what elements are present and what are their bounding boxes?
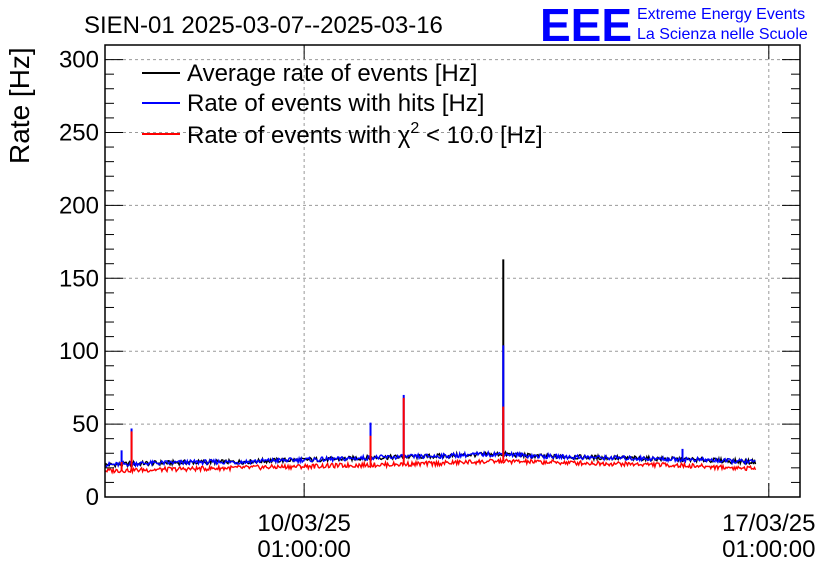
y-tick-label: 150 [59, 265, 99, 292]
y-tick-label: 250 [59, 119, 99, 146]
x-tick-label-date: 10/03/25 [257, 510, 350, 537]
y-tick-label: 50 [72, 411, 99, 438]
plot-frame [104, 44, 801, 498]
y-tick-label: 100 [59, 338, 99, 365]
y-tick-label: 300 [59, 47, 99, 74]
series-layer [104, 259, 757, 475]
tick-labels: 05010015020025030010/03/2501:00:0017/03/… [59, 47, 816, 563]
y-tick-label: 0 [86, 484, 99, 511]
logo-line-2: La Scienza nelle Scuole [637, 26, 808, 43]
logo-line-1: Extreme Energy Events [637, 6, 805, 23]
series-line [104, 456, 757, 475]
legend-label-hits: Rate of events with hits [Hz] [187, 90, 484, 117]
legend-label-average: Average rate of events [Hz] [187, 60, 477, 87]
legend-label-chi2: Rate of events with χ2 < 10.0 [Hz] [187, 120, 543, 149]
axes-frame [104, 44, 801, 498]
x-tick-label-time: 01:00:00 [257, 536, 350, 563]
y-tick-label: 200 [59, 192, 99, 219]
legend: Average rate of events [Hz] Rate of even… [142, 60, 543, 149]
x-tick-label-date: 17/03/25 [722, 510, 815, 537]
y-axis-title: Rate [Hz] [4, 47, 35, 164]
logo-mark: EEE [540, 0, 632, 51]
chart-title: SIEN-01 2025-03-07--2025-03-16 [84, 12, 443, 39]
grid-lines [105, 45, 800, 497]
series-line [104, 449, 756, 469]
x-tick-label-time: 01:00:00 [722, 536, 815, 563]
eee-logo: EEE Extreme Energy Events La Scienza nel… [540, 0, 808, 51]
